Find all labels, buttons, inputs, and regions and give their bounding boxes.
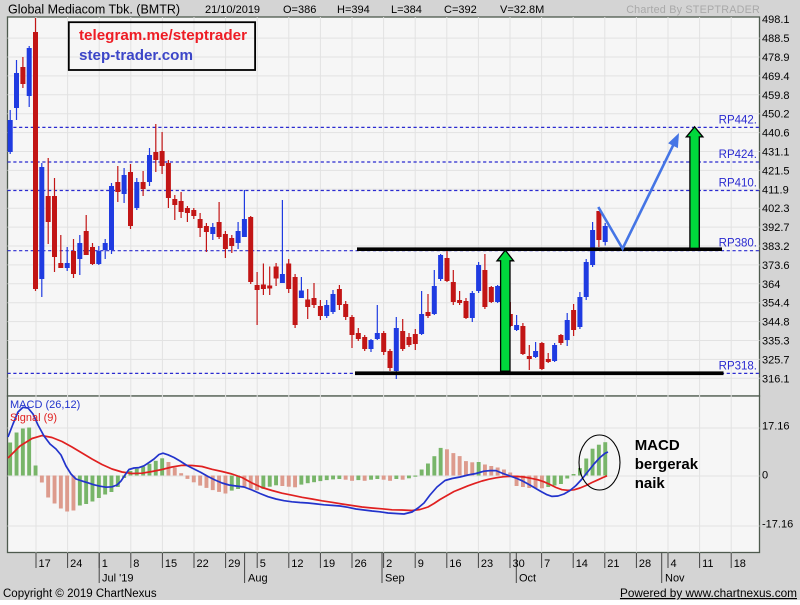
svg-text:Jul '19: Jul '19 bbox=[102, 573, 133, 585]
svg-text:459.8: 459.8 bbox=[762, 90, 790, 102]
svg-text:RP424.: RP424. bbox=[719, 149, 757, 161]
svg-text:469.4: 469.4 bbox=[762, 71, 790, 83]
svg-text:Sep: Sep bbox=[385, 573, 405, 585]
svg-text:L=384: L=384 bbox=[391, 4, 422, 16]
svg-text:7: 7 bbox=[544, 558, 550, 570]
svg-text:28: 28 bbox=[639, 558, 651, 570]
svg-text:17: 17 bbox=[39, 558, 51, 570]
svg-text:MACD: MACD bbox=[635, 437, 680, 454]
svg-text:21/10/2019: 21/10/2019 bbox=[205, 4, 260, 16]
svg-text:V=32.8M: V=32.8M bbox=[500, 4, 544, 16]
svg-text:Global Mediacom Tbk. (BMTR): Global Mediacom Tbk. (BMTR) bbox=[8, 3, 180, 17]
svg-text:RP410.: RP410. bbox=[719, 178, 757, 190]
svg-text:411.9: 411.9 bbox=[762, 184, 789, 196]
svg-text:23: 23 bbox=[481, 558, 493, 570]
svg-text:RP318.: RP318. bbox=[719, 360, 757, 372]
svg-text:12: 12 bbox=[291, 558, 303, 570]
svg-text:Nov: Nov bbox=[665, 573, 685, 585]
svg-text:392.7: 392.7 bbox=[762, 222, 790, 234]
svg-text:telegram.me/steptrader: telegram.me/steptrader bbox=[79, 27, 247, 44]
svg-text:21: 21 bbox=[607, 558, 619, 570]
svg-text:9: 9 bbox=[418, 558, 424, 570]
svg-text:14: 14 bbox=[576, 558, 588, 570]
svg-text:383.2: 383.2 bbox=[762, 241, 790, 253]
svg-text:335.3: 335.3 bbox=[762, 336, 790, 348]
svg-text:16: 16 bbox=[449, 558, 461, 570]
svg-text:450.2: 450.2 bbox=[762, 109, 790, 121]
svg-text:-17.16: -17.16 bbox=[762, 519, 793, 531]
svg-text:Charted By STEPTRADER: Charted By STEPTRADER bbox=[626, 4, 760, 16]
svg-text:364: 364 bbox=[762, 279, 780, 291]
svg-text:440.6: 440.6 bbox=[762, 128, 790, 140]
svg-text:1: 1 bbox=[102, 558, 108, 570]
svg-text:RP380.: RP380. bbox=[719, 238, 757, 250]
svg-text:344.8: 344.8 bbox=[762, 317, 790, 329]
svg-text:354.4: 354.4 bbox=[762, 298, 790, 310]
svg-text:Aug: Aug bbox=[248, 573, 268, 585]
svg-text:15: 15 bbox=[165, 558, 177, 570]
svg-text:Powered by www.chartnexus.com: Powered by www.chartnexus.com bbox=[620, 586, 797, 600]
svg-text:498.1: 498.1 bbox=[762, 14, 790, 26]
svg-text:8: 8 bbox=[133, 558, 139, 570]
svg-text:17.16: 17.16 bbox=[762, 420, 790, 432]
svg-text:Oct: Oct bbox=[519, 573, 536, 585]
svg-text:478.9: 478.9 bbox=[762, 52, 790, 64]
svg-text:2: 2 bbox=[386, 558, 392, 570]
svg-text:373.6: 373.6 bbox=[762, 260, 790, 272]
svg-text:MACD (26,12): MACD (26,12) bbox=[10, 399, 80, 411]
svg-text:H=394: H=394 bbox=[337, 4, 370, 16]
svg-text:24: 24 bbox=[70, 558, 82, 570]
svg-text:421.5: 421.5 bbox=[762, 165, 790, 177]
svg-text:29: 29 bbox=[228, 558, 240, 570]
svg-text:Signal (9): Signal (9) bbox=[10, 412, 57, 424]
svg-text:naik: naik bbox=[635, 475, 666, 492]
svg-text:488.5: 488.5 bbox=[762, 33, 790, 45]
svg-text:18: 18 bbox=[734, 558, 746, 570]
svg-text:325.7: 325.7 bbox=[762, 354, 790, 366]
svg-text:step-trader.com: step-trader.com bbox=[79, 47, 193, 64]
svg-text:C=392: C=392 bbox=[444, 4, 477, 16]
svg-text:Copyright © 2019 ChartNexus: Copyright © 2019 ChartNexus bbox=[3, 588, 157, 600]
svg-text:431.1: 431.1 bbox=[762, 147, 790, 159]
svg-text:26: 26 bbox=[355, 558, 367, 570]
svg-text:bergerak: bergerak bbox=[635, 456, 699, 473]
svg-text:0: 0 bbox=[762, 470, 768, 482]
svg-text:402.3: 402.3 bbox=[762, 203, 790, 215]
svg-text:11: 11 bbox=[702, 558, 713, 570]
svg-text:19: 19 bbox=[323, 558, 335, 570]
svg-text:22: 22 bbox=[197, 558, 209, 570]
svg-text:316.1: 316.1 bbox=[762, 373, 790, 385]
svg-text:30: 30 bbox=[513, 558, 525, 570]
svg-text:5: 5 bbox=[260, 558, 266, 570]
svg-text:4: 4 bbox=[671, 558, 677, 570]
svg-text:RP442.: RP442. bbox=[719, 114, 757, 126]
svg-text:O=386: O=386 bbox=[283, 4, 316, 16]
